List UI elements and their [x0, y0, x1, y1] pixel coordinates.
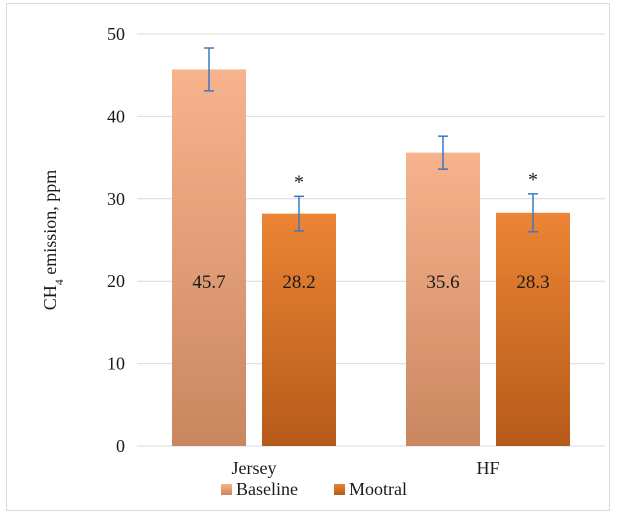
bar-baseline-jersey [172, 69, 246, 446]
data-label: 28.2 [282, 272, 315, 293]
bar-chart: 0 10 20 30 40 50 CH4 emission, ppm 45.7 28.2 * Jer… [40, 24, 605, 499]
data-label: 35.6 [426, 272, 459, 293]
significance-marker: * [528, 169, 538, 191]
y-axis-title-rest: emission, ppm [40, 170, 60, 280]
data-label: 45.7 [192, 272, 225, 293]
y-axis-title: CH4 emission, ppm [40, 170, 66, 311]
x-category-label: HF [476, 458, 499, 478]
x-category-label: Jersey [232, 458, 277, 478]
y-tick-label: 50 [107, 24, 125, 44]
bar-mootral-jersey [262, 213, 336, 446]
y-axis-title-main: CH [40, 285, 60, 310]
bar-mootral-hf [496, 212, 570, 446]
legend-swatch-mootral [334, 484, 345, 495]
y-tick-label: 10 [107, 354, 125, 374]
legend-label-mootral: Mootral [349, 479, 407, 499]
chart-frame: 0 10 20 30 40 50 CH4 emission, ppm 45.7 28.2 * Jer… [6, 3, 610, 511]
y-tick-label: 0 [116, 436, 125, 456]
bar-baseline-hf [406, 152, 480, 446]
significance-marker: * [294, 171, 304, 193]
legend-swatch-baseline [221, 484, 232, 495]
y-tick-label: 30 [107, 189, 125, 209]
y-tick-label: 20 [107, 271, 125, 291]
legend-label-baseline: Baseline [236, 479, 298, 499]
data-label: 28.3 [516, 272, 549, 293]
y-axis-title-subscript: 4 [52, 279, 66, 285]
y-tick-label: 40 [107, 106, 125, 126]
